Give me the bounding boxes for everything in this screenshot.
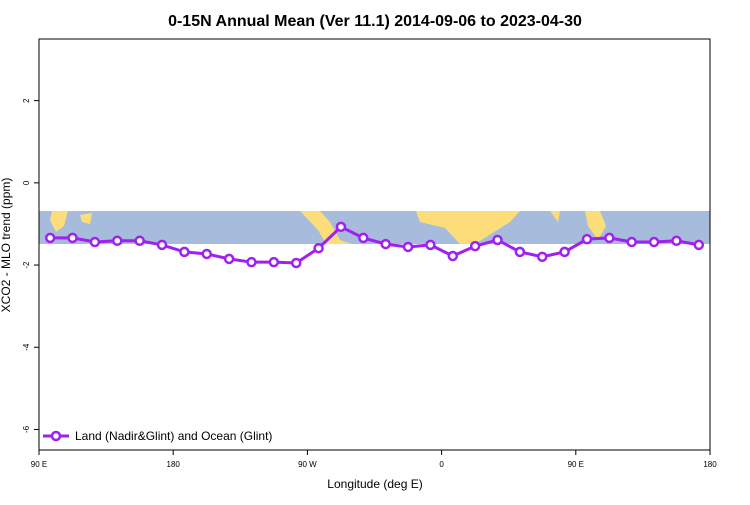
data-point: [604, 232, 615, 244]
x-tick-label: 90 E: [31, 460, 47, 469]
data-point: [648, 236, 660, 248]
x-tick-label: 0: [439, 460, 444, 469]
y-tick-label: -4: [22, 343, 31, 351]
x-tick-label: 90 W: [298, 460, 317, 469]
x-tick-label: 180: [703, 460, 717, 469]
data-point: [112, 235, 123, 247]
data-point: [335, 221, 347, 233]
data-point: [626, 236, 637, 248]
data-point: [134, 235, 145, 247]
y-tick-label: 2: [22, 98, 31, 103]
data-point: [425, 239, 436, 251]
data-point: [313, 242, 324, 254]
data-point: [380, 238, 391, 250]
y-axis-label: XCO2 - MLO trend (ppm): [0, 178, 13, 313]
y-tick-label: 0: [22, 180, 31, 185]
data-point: [402, 241, 414, 253]
data-point: [246, 256, 257, 268]
plot-frame: [38, 38, 711, 451]
map-band: [39, 211, 710, 244]
data-point: [89, 236, 101, 248]
data-point: [559, 246, 570, 258]
y-tick-label: -2: [22, 261, 31, 269]
data-point: [492, 234, 503, 246]
data-point: [671, 235, 682, 247]
data-point: [268, 256, 280, 268]
data-point: [514, 246, 526, 258]
data-point: [179, 246, 190, 258]
data-point: [447, 250, 459, 262]
y-tick-label: -6: [22, 425, 31, 433]
x-axis-label: Longitude (deg E): [327, 477, 422, 491]
data-point: [223, 253, 235, 265]
data-point: [469, 240, 481, 252]
data-point: [44, 232, 56, 244]
data-point: [537, 251, 548, 263]
legend-label: Land (Nadir&Glint) and Ocean (Glint): [75, 429, 272, 443]
data-point: [358, 232, 369, 244]
data-point: [290, 257, 302, 269]
data-point: [581, 233, 593, 245]
x-tick-label: 90 E: [568, 460, 584, 469]
data-point: [693, 239, 705, 251]
chart-title: 0-15N Annual Mean (Ver 11.1) 2014-09-06 …: [168, 13, 582, 30]
data-point: [156, 239, 168, 251]
x-tick-label: 180: [167, 460, 181, 469]
data-point: [201, 248, 212, 260]
legend-marker: [50, 430, 62, 442]
data-point: [67, 232, 78, 244]
